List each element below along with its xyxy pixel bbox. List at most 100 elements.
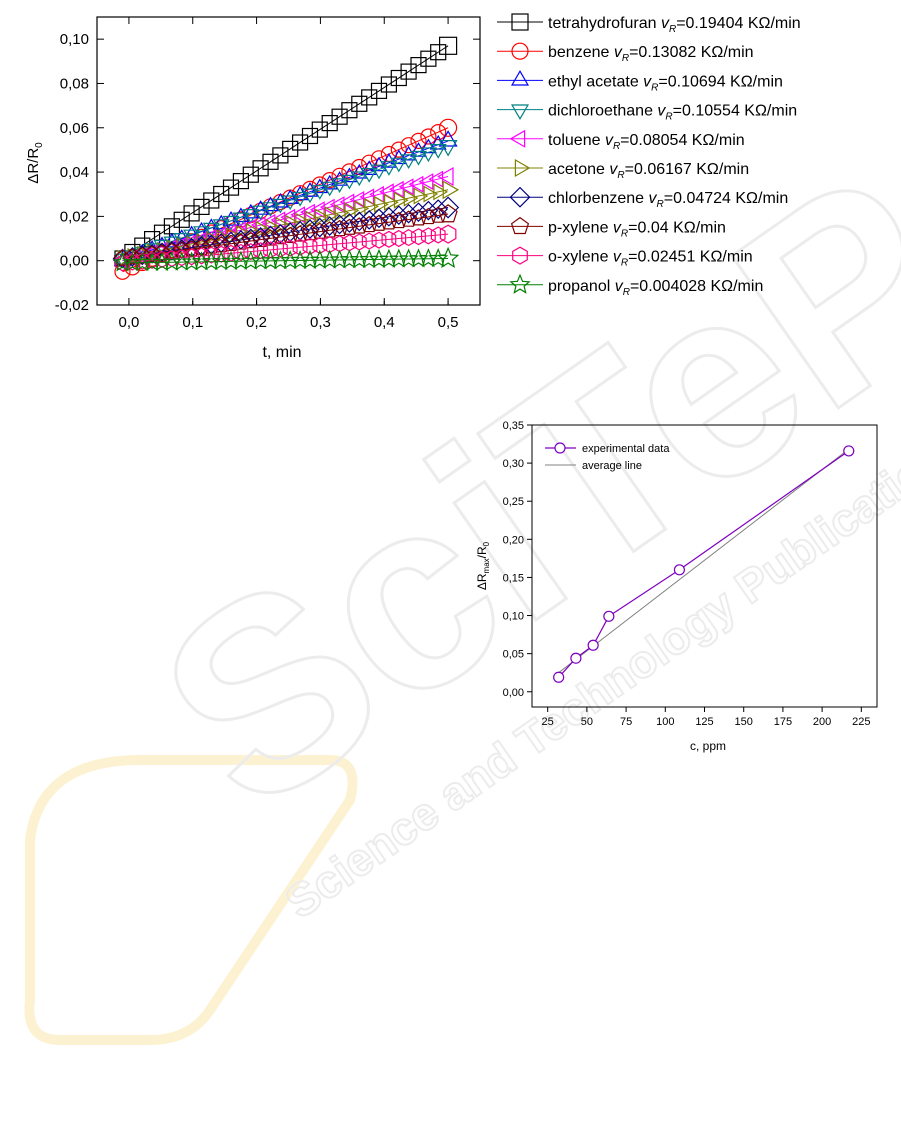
chart-1-legend-label: ethyl acetate vR=0.10694 KΩ/min: [548, 73, 783, 93]
chart-1-legend-rate-symbol: v: [609, 161, 618, 178]
chart-1-point: [409, 209, 428, 226]
chart-1-point: [351, 95, 368, 112]
chart-1-y-tick-label: -0,02: [55, 297, 89, 314]
chart-2-y-tick-label: 0,30: [503, 458, 524, 470]
chart-1-point: [291, 225, 309, 242]
chart-1-legend-name: toluene: [548, 132, 605, 149]
chart-1-point: [232, 212, 250, 228]
chart-1-point: [428, 170, 444, 188]
chart-1-point: [271, 198, 289, 214]
chart-1-point: [430, 124, 447, 141]
chart-1-legend-rate-symbol: v: [615, 278, 624, 295]
chart-1-point: [300, 219, 320, 239]
chart-1-point: [329, 249, 350, 269]
chart-2-legend-entry-experimental: experimental data: [545, 442, 670, 455]
chart-1-y-axis-label: ΔR/R0: [25, 142, 45, 184]
chart-1-point: [380, 213, 398, 230]
chart-1-point: [420, 227, 436, 245]
chart-1-legend-rate-value: =0.06167 KΩ/min: [625, 161, 749, 178]
chart-1-legend-name: o-xylene: [548, 249, 613, 266]
chart-1-legend-marker: [509, 273, 531, 294]
chart-1-point: [378, 248, 399, 268]
chart-1-resistance-vs-time: 0,0 0,1 0,2 0,3 0,4 0,5 -0,02 0,00 0,02 0,04 0,06…: [25, 13, 801, 361]
chart-1-point: [436, 246, 460, 269]
chart-1-legend-name: propanol: [548, 278, 615, 295]
chart-1-point: [271, 228, 289, 245]
chart-1-legend-name: dichloroethane: [548, 103, 657, 120]
chart-2-data-point: [553, 671, 565, 683]
chart-1-point: [311, 185, 329, 200]
chart-1-point: [173, 211, 190, 228]
chart-2-y-tick-labels: 0,00 0,05 0,10 0,15 0,20 0,25 0,30 0,35: [503, 420, 524, 699]
chart-1-legend-marker: [510, 216, 530, 235]
chart-1-point: [360, 167, 378, 183]
chart-1-point: [410, 56, 427, 74]
chart-1-point: [321, 114, 338, 132]
chart-1-legend-rate-subscript: R: [657, 199, 664, 210]
chart-1-point: [419, 147, 437, 163]
chart-1-legend-label: benzene vR=0.13082 KΩ/min: [548, 44, 754, 64]
chart-1-x-tick-label: 0,3: [310, 314, 331, 331]
chart-1-point: [213, 185, 230, 203]
chart-1-point: [260, 225, 281, 246]
chart-1-point: [341, 102, 358, 119]
chart-1-legend-label: p-xylene vR=0.04 KΩ/min: [548, 219, 726, 239]
chart-1-point: [390, 211, 408, 229]
chart-1-point: [124, 253, 140, 271]
chart-1-legend-rate-value: =0.10554 KΩ/min: [673, 103, 797, 120]
chart-1-point: [420, 50, 437, 67]
chart-1-point: [438, 140, 458, 157]
chart-1-point: [381, 230, 397, 248]
chart-1-legend-rate-symbol: v: [613, 219, 622, 236]
chart-1-point: [340, 174, 358, 190]
chart-1-point: [390, 141, 407, 158]
chart-1-point: [282, 140, 299, 157]
chart-1-y-tick-label: 0,00: [60, 253, 89, 270]
chart-1-point: [262, 153, 279, 170]
chart-1-point: [203, 246, 219, 264]
chart-1-point: [222, 179, 240, 196]
chart-2-data-point: [570, 652, 582, 664]
chart-1-point: [275, 216, 291, 234]
chart-1-y-tick-label: 0,06: [60, 120, 89, 137]
chart-1-legend-rate-value: =0.10694 KΩ/min: [658, 73, 782, 90]
chart-1-point: [261, 202, 280, 217]
chart-1-point: [334, 204, 350, 222]
chart-2-ticks: [527, 424, 862, 712]
chart-1-legend-marker: [511, 13, 529, 31]
chart-2-x-tick-label: 100: [656, 716, 674, 728]
chart-1-y-axis-label-subscript: 0: [34, 142, 45, 148]
chart-2-y-axis-label-sub-max: max: [482, 558, 491, 573]
chart-1-legend-entry: p-xylene vR=0.04 KΩ/min: [497, 216, 726, 239]
chart-2-legend-label: experimental data: [582, 443, 670, 455]
chart-1-point: [439, 36, 458, 55]
chart-1-point: [192, 238, 211, 255]
chart-1-point: [331, 108, 348, 125]
chart-1-point: [115, 254, 130, 272]
chart-1-legend-rate-symbol: v: [649, 190, 658, 207]
chart-1-point: [339, 249, 360, 269]
chart-1-point: [339, 193, 355, 211]
chart-1-point: [240, 228, 261, 249]
chart-1-point: [252, 230, 270, 247]
chart-1-point: [380, 76, 397, 93]
chart-1-point: [349, 249, 370, 269]
chart-1-point: [360, 215, 378, 233]
chart-1-point: [291, 191, 309, 207]
chart-1-point: [429, 206, 447, 223]
chart-1-point: [429, 143, 447, 159]
chart-1-point: [369, 185, 384, 203]
chart-2-legend-marker: [554, 442, 566, 454]
chart-1-point: [408, 248, 429, 268]
chart-1-point: [312, 236, 328, 255]
chart-1-point: [260, 213, 276, 231]
chart-1-legend-marker: [510, 104, 530, 120]
chart-1-legend-entry: benzene vR=0.13082 KΩ/min: [497, 42, 754, 64]
chart-1-point: [242, 232, 260, 249]
chart-1-point: [383, 193, 399, 211]
chart-1-legend-rate-symbol: v: [643, 73, 652, 90]
chart-1-point: [319, 198, 335, 216]
chart-1-point: [302, 237, 318, 255]
chart-1-point: [242, 166, 259, 183]
chart-1-point: [339, 213, 360, 233]
